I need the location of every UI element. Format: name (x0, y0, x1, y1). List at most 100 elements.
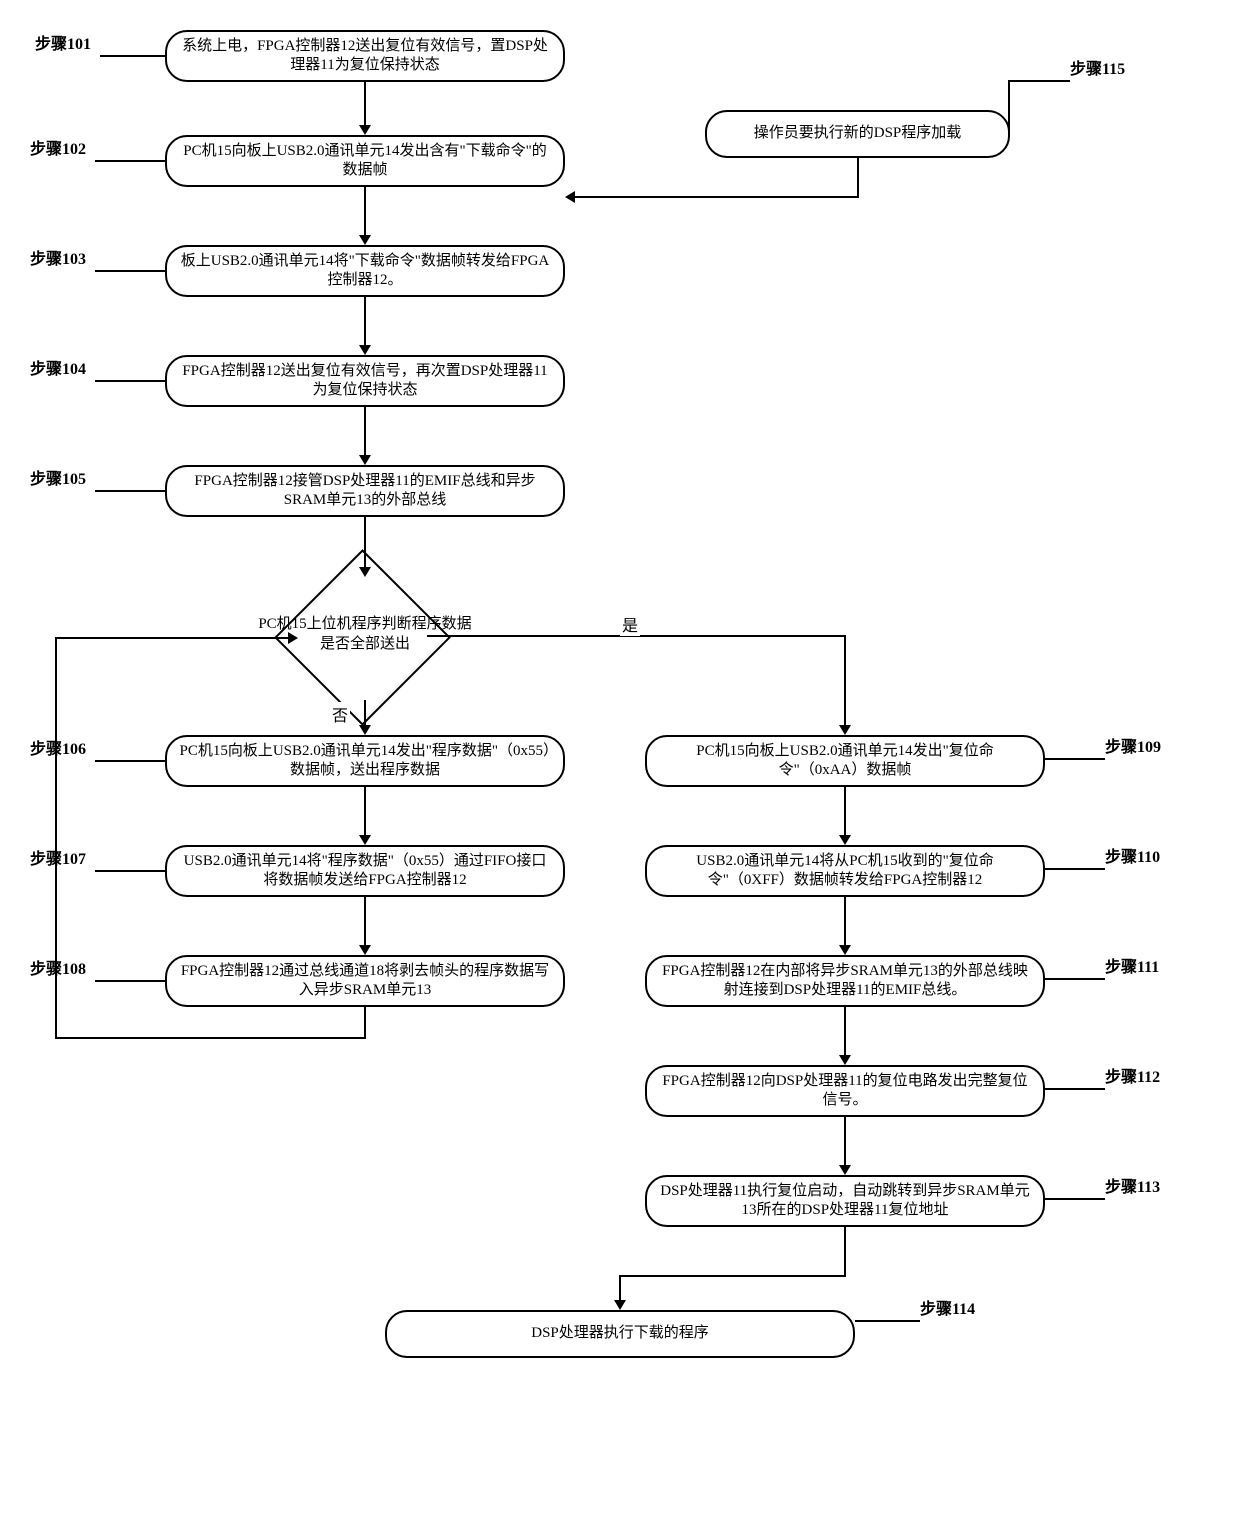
node-text: 板上USB2.0通讯单元14将"下载命令"数据帧转发给FPGA控制器12。 (177, 252, 553, 291)
node-107: USB2.0通讯单元14将"程序数据"（0x55）通过FIFO接口将数据帧发送给… (165, 845, 565, 897)
step-label-101: 步骤101 (35, 30, 91, 54)
edge-label-yes: 是 (620, 612, 640, 636)
edge (364, 407, 366, 455)
edge (364, 297, 366, 345)
label-line (1045, 868, 1105, 870)
node-110: USB2.0通讯单元14将从PC机15收到的"复位命令"（0XFF）数据帧转发给… (645, 845, 1045, 897)
node-text: FPGA控制器12向DSP处理器11的复位电路发出完整复位信号。 (657, 1072, 1033, 1111)
edge (55, 637, 288, 639)
edge (364, 82, 366, 125)
arrowhead-icon (359, 725, 371, 735)
node-108: FPGA控制器12通过总线通道18将剥去帧头的程序数据写入异步SRAM单元13 (165, 955, 565, 1007)
arrowhead-icon (359, 567, 371, 577)
arrowhead-icon (839, 725, 851, 735)
arrowhead-icon (359, 235, 371, 245)
label-line (95, 380, 165, 382)
arrowhead-icon (288, 632, 298, 644)
step-label-110: 步骤110 (1105, 843, 1160, 867)
arrowhead-icon (839, 1055, 851, 1065)
node-112: FPGA控制器12向DSP处理器11的复位电路发出完整复位信号。 (645, 1065, 1045, 1117)
step-label-106: 步骤106 (30, 735, 86, 759)
edge (364, 897, 366, 945)
node-text: FPGA控制器12送出复位有效信号，再次置DSP处理器11为复位保持状态 (177, 362, 553, 401)
edge (844, 635, 846, 725)
node-text: DSP处理器执行下载的程序 (531, 1324, 709, 1344)
node-101: 系统上电，FPGA控制器12送出复位有效信号，置DSP处理器11为复位保持状态 (165, 30, 565, 82)
node-105: FPGA控制器12接管DSP处理器11的EMIF总线和异步SRAM单元13的外部… (165, 465, 565, 517)
node-111: FPGA控制器12在内部将异步SRAM单元13的外部总线映射连接到DSP处理器1… (645, 955, 1045, 1007)
arrowhead-icon (359, 125, 371, 135)
node-113: DSP处理器11执行复位启动，自动跳转到异步SRAM单元13所在的DSP处理器1… (645, 1175, 1045, 1227)
label-line (95, 870, 165, 872)
label-line (855, 1320, 920, 1322)
arrowhead-icon (359, 945, 371, 955)
edge (619, 1275, 846, 1277)
step-label-111: 步骤111 (1105, 953, 1159, 977)
edge (857, 158, 859, 198)
node-text: PC机15向板上USB2.0通讯单元14发出含有"下载命令"的数据帧 (177, 142, 553, 181)
arrowhead-icon (359, 455, 371, 465)
step-label-109: 步骤109 (1105, 733, 1161, 757)
label-line (95, 270, 165, 272)
arrowhead-icon (614, 1300, 626, 1310)
arrowhead-icon (839, 1165, 851, 1175)
edge (844, 1007, 846, 1055)
edge (364, 517, 366, 572)
node-text: 系统上电，FPGA控制器12送出复位有效信号，置DSP处理器11为复位保持状态 (177, 37, 553, 76)
edge (844, 1227, 846, 1275)
step-label-104: 步骤104 (30, 355, 86, 379)
node-106: PC机15向板上USB2.0通讯单元14发出"程序数据"（0x55）数据帧，送出… (165, 735, 565, 787)
label-line (100, 55, 165, 57)
step-label-112: 步骤112 (1105, 1063, 1160, 1087)
node-text: 操作员要执行新的DSP程序加载 (754, 124, 962, 144)
arrowhead-icon (565, 191, 575, 203)
edge (364, 187, 366, 235)
edge-label-no: 否 (330, 702, 350, 726)
node-text: USB2.0通讯单元14将"程序数据"（0x55）通过FIFO接口将数据帧发送给… (177, 852, 553, 891)
edge (844, 787, 846, 835)
edge (575, 196, 859, 198)
node-text: DSP处理器11执行复位启动，自动跳转到异步SRAM单元13所在的DSP处理器1… (657, 1182, 1033, 1221)
step-label-113: 步骤113 (1105, 1173, 1160, 1197)
node-text: USB2.0通讯单元14将从PC机15收到的"复位命令"（0XFF）数据帧转发给… (657, 852, 1033, 891)
node-102: PC机15向板上USB2.0通讯单元14发出含有"下载命令"的数据帧 (165, 135, 565, 187)
arrowhead-icon (839, 945, 851, 955)
edge (844, 897, 846, 945)
edge (55, 637, 57, 1039)
edge (619, 1275, 621, 1300)
step-label-107: 步骤107 (30, 845, 86, 869)
label-line (1045, 1088, 1105, 1090)
step-label-115: 步骤115 (1070, 55, 1125, 79)
edge (364, 787, 366, 835)
step-label-102: 步骤102 (30, 135, 86, 159)
label-line (1010, 80, 1070, 82)
arrowhead-icon (359, 345, 371, 355)
node-text: PC机15向板上USB2.0通讯单元14发出"复位命令"（0xAA）数据帧 (657, 742, 1033, 781)
node-text: PC机15向板上USB2.0通讯单元14发出"程序数据"（0x55）数据帧，送出… (177, 742, 553, 781)
label-line (95, 160, 165, 162)
edge (364, 1007, 366, 1037)
step-label-114: 步骤114 (920, 1295, 975, 1319)
node-text: FPGA控制器12接管DSP处理器11的EMIF总线和异步SRAM单元13的外部… (177, 472, 553, 511)
edge (55, 1037, 366, 1039)
node-text: FPGA控制器12在内部将异步SRAM单元13的外部总线映射连接到DSP处理器1… (657, 962, 1033, 1001)
node-text: FPGA控制器12通过总线通道18将剥去帧头的程序数据写入异步SRAM单元13 (177, 962, 553, 1001)
label-line (95, 760, 165, 762)
arrowhead-icon (839, 835, 851, 845)
label-line (1045, 758, 1105, 760)
label-line (95, 490, 165, 492)
node-109: PC机15向板上USB2.0通讯单元14发出"复位命令"（0xAA）数据帧 (645, 735, 1045, 787)
label-line (1045, 978, 1105, 980)
node-104: FPGA控制器12送出复位有效信号，再次置DSP处理器11为复位保持状态 (165, 355, 565, 407)
step-label-108: 步骤108 (30, 955, 86, 979)
node-114: DSP处理器执行下载的程序 (385, 1310, 855, 1358)
node-115: 操作员要执行新的DSP程序加载 (705, 110, 1010, 158)
label-line (1045, 1198, 1105, 1200)
arrowhead-icon (359, 835, 371, 845)
label-line (95, 980, 165, 982)
node-103: 板上USB2.0通讯单元14将"下载命令"数据帧转发给FPGA控制器12。 (165, 245, 565, 297)
step-label-103: 步骤103 (30, 245, 86, 269)
step-label-105: 步骤105 (30, 465, 86, 489)
edge (844, 1117, 846, 1165)
edge (364, 700, 366, 725)
